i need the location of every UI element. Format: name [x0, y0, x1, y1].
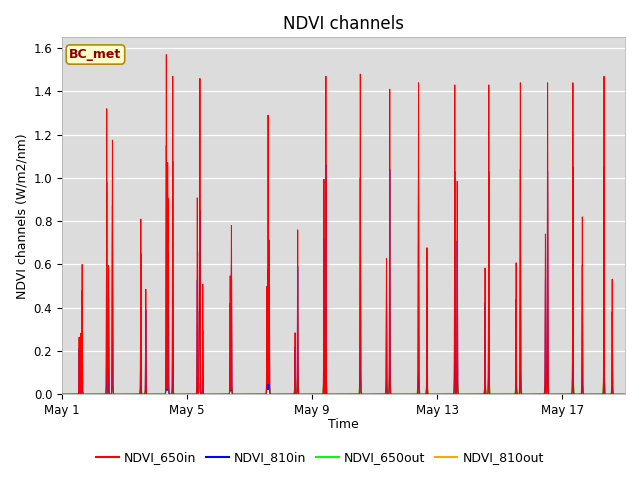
NDVI_650out — [365, 391, 372, 397]
NDVI_810in — [621, 391, 629, 397]
NDVI_650out — [480, 391, 488, 396]
Text: BC_met: BC_met — [69, 48, 122, 61]
NDVI_810in — [58, 391, 66, 397]
NDVI_810in — [323, 354, 330, 360]
NDVI_650out — [294, 374, 301, 380]
NDVI_810out — [58, 391, 66, 397]
NDVI_810out — [246, 391, 253, 397]
NDVI_810out — [621, 391, 629, 397]
NDVI_650out — [312, 391, 320, 397]
NDVI_650out — [439, 391, 447, 397]
NDVI_650in — [163, 52, 170, 58]
Line: NDVI_650out: NDVI_650out — [62, 377, 625, 394]
NDVI_810out — [312, 391, 320, 397]
NDVI_650out — [58, 391, 66, 397]
Legend: NDVI_650in, NDVI_810in, NDVI_650out, NDVI_810out: NDVI_650in, NDVI_810in, NDVI_650out, NDV… — [92, 446, 548, 469]
NDVI_810out — [418, 391, 426, 397]
NDVI_810out — [439, 391, 447, 397]
NDVI_650out — [323, 379, 330, 384]
NDVI_650out — [621, 391, 629, 397]
NDVI_810in — [163, 143, 170, 148]
NDVI_650in — [439, 391, 447, 397]
NDVI_810out — [323, 374, 330, 380]
NDVI_810out — [365, 391, 372, 397]
NDVI_650in — [418, 391, 426, 397]
NDVI_650out — [246, 391, 253, 397]
NDVI_650in — [480, 391, 488, 397]
Line: NDVI_810in: NDVI_810in — [62, 145, 625, 394]
Y-axis label: NDVI channels (W/m2/nm): NDVI channels (W/m2/nm) — [15, 133, 28, 299]
NDVI_650in — [323, 340, 330, 346]
NDVI_810in — [418, 391, 426, 397]
NDVI_650in — [312, 391, 320, 397]
NDVI_810out — [294, 370, 301, 375]
NDVI_810out — [480, 390, 488, 396]
NDVI_810in — [480, 391, 488, 397]
NDVI_650in — [365, 391, 372, 397]
NDVI_650in — [58, 391, 66, 397]
NDVI_810in — [365, 391, 372, 397]
NDVI_650out — [418, 391, 426, 397]
Line: NDVI_810out: NDVI_810out — [62, 372, 625, 394]
NDVI_810in — [312, 391, 320, 397]
NDVI_810in — [439, 391, 447, 397]
X-axis label: Time: Time — [328, 419, 359, 432]
NDVI_650in — [621, 391, 629, 397]
Line: NDVI_650in: NDVI_650in — [62, 55, 625, 394]
Title: NDVI channels: NDVI channels — [283, 15, 404, 33]
